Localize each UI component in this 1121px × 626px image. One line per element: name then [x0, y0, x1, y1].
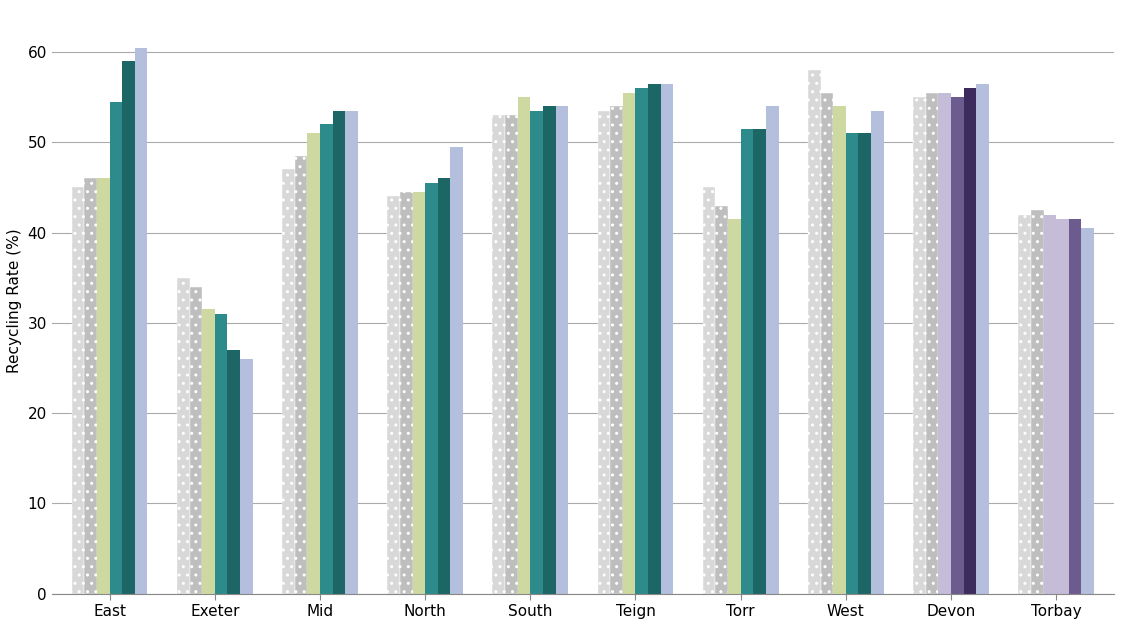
Bar: [228, 350, 240, 593]
Bar: [728, 219, 741, 593]
Bar: [345, 111, 358, 593]
Y-axis label: Recycling Rate (%): Recycling Rate (%): [7, 228, 22, 372]
Bar: [1056, 219, 1068, 593]
Bar: [387, 197, 400, 593]
Bar: [741, 129, 753, 593]
Bar: [951, 97, 964, 593]
Bar: [437, 178, 451, 593]
Bar: [319, 125, 333, 593]
Bar: [307, 133, 319, 593]
Bar: [833, 106, 846, 593]
Bar: [938, 93, 951, 593]
Bar: [556, 106, 568, 593]
Bar: [451, 147, 463, 593]
Bar: [492, 115, 506, 593]
Bar: [282, 170, 295, 593]
Bar: [1031, 210, 1044, 593]
Bar: [846, 133, 859, 593]
Bar: [72, 187, 84, 593]
Bar: [597, 111, 610, 593]
Bar: [1044, 215, 1056, 593]
Bar: [110, 101, 122, 593]
Bar: [177, 278, 189, 593]
Bar: [636, 88, 648, 593]
Bar: [189, 287, 202, 593]
Bar: [964, 88, 976, 593]
Bar: [1068, 219, 1082, 593]
Bar: [400, 192, 413, 593]
Bar: [530, 111, 543, 593]
Bar: [703, 187, 715, 593]
Bar: [215, 314, 228, 593]
Bar: [202, 309, 215, 593]
Bar: [413, 192, 425, 593]
Bar: [914, 97, 926, 593]
Bar: [295, 156, 307, 593]
Bar: [84, 178, 96, 593]
Bar: [1018, 215, 1031, 593]
Bar: [660, 84, 674, 593]
Bar: [543, 106, 556, 593]
Bar: [926, 93, 938, 593]
Bar: [623, 93, 636, 593]
Bar: [135, 48, 148, 593]
Bar: [518, 97, 530, 593]
Bar: [425, 183, 437, 593]
Bar: [766, 106, 778, 593]
Bar: [96, 178, 110, 593]
Bar: [808, 70, 821, 593]
Bar: [715, 205, 728, 593]
Bar: [506, 115, 518, 593]
Bar: [610, 106, 623, 593]
Bar: [240, 359, 252, 593]
Bar: [333, 111, 345, 593]
Bar: [976, 84, 989, 593]
Bar: [122, 61, 135, 593]
Bar: [648, 84, 660, 593]
Bar: [1082, 228, 1094, 593]
Bar: [821, 93, 833, 593]
Bar: [859, 133, 871, 593]
Bar: [753, 129, 766, 593]
Bar: [871, 111, 883, 593]
